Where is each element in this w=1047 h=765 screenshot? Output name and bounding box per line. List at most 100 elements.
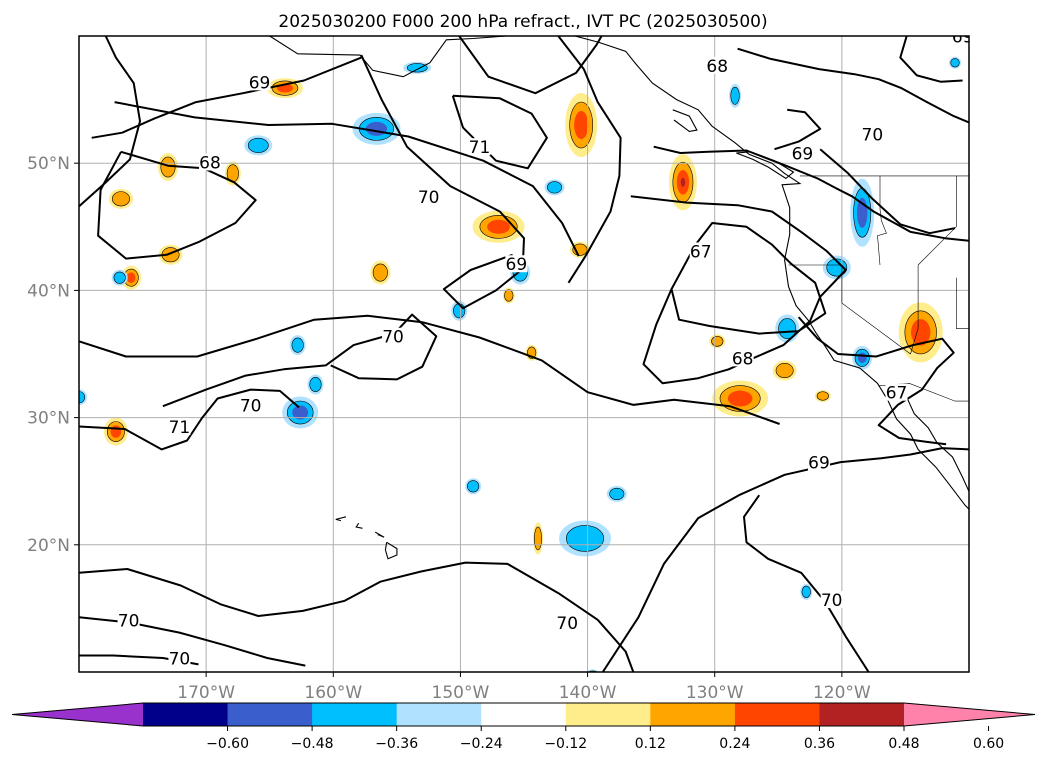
contour-label: 70 — [169, 650, 191, 670]
contour-label: 70 — [157, 676, 179, 696]
ivt-feature — [709, 334, 726, 349]
ivt-feature — [282, 396, 319, 429]
ivt-feature — [606, 485, 627, 502]
contour-label: 68 — [706, 57, 728, 77]
contour-label: 70 — [240, 396, 262, 416]
colorbar-tick-label: −0.48 — [291, 736, 334, 752]
ivt-shade-level — [110, 425, 122, 438]
contour-label-bg — [556, 613, 579, 631]
ivt-feature — [111, 269, 128, 286]
ivt-shade-level — [801, 585, 811, 598]
lon-tick-label: 160°W — [304, 683, 362, 703]
contour-label: 70 — [418, 188, 440, 208]
ivt-feature — [472, 210, 525, 243]
lat-tick-label: 30°N — [27, 409, 70, 429]
ivt-feature — [370, 260, 391, 285]
ivt-feature — [158, 153, 178, 182]
contour-label-bg — [168, 418, 191, 436]
ivt-shade-level — [79, 391, 86, 404]
ivt-feature — [822, 255, 851, 280]
ivt-feature — [729, 83, 742, 108]
lat-tick-label: 50°N — [27, 154, 70, 174]
coastline — [374, 531, 385, 538]
lon-tick-label: 120°W — [813, 683, 871, 703]
refractivity-contour — [557, 36, 622, 284]
contour-label-bg — [468, 138, 491, 156]
colorbar-tick-label: −0.36 — [375, 736, 418, 752]
ivt-shade-level — [816, 391, 829, 401]
contour-label-bg — [706, 56, 729, 74]
contour-label-bg — [168, 649, 191, 667]
contour-label-bg — [791, 144, 814, 162]
ivt-shade-level — [950, 58, 960, 68]
colorbar-tick-label: 0.36 — [804, 736, 835, 752]
ivt-feature — [244, 135, 273, 156]
contour-label: 69 — [952, 28, 974, 48]
colorbar-tick-label: −0.24 — [460, 736, 503, 752]
ivt-feature — [532, 522, 543, 555]
colorbar-extend-max — [904, 703, 1035, 726]
ivt-feature — [79, 389, 87, 406]
ivt-shade-level — [609, 487, 625, 500]
refractivity-contour — [601, 447, 969, 672]
ivt-feature — [585, 669, 600, 672]
ivt-feature — [465, 478, 482, 495]
ivt-shade-level — [534, 526, 542, 551]
ivt-feature — [544, 179, 565, 196]
contour-label: 68 — [732, 349, 754, 369]
ivt-shade-level — [247, 137, 269, 153]
lon-tick-label: 130°W — [686, 683, 744, 703]
ivt-feature — [569, 241, 590, 258]
ivt-shade-level — [680, 177, 686, 187]
colorbar-extend-min — [12, 703, 143, 726]
contour-label-bg — [157, 676, 179, 693]
ivt-feature — [898, 302, 943, 363]
ivt-shade-level — [291, 337, 304, 353]
ivt-shade-level — [126, 272, 136, 283]
refractivity-contour — [797, 316, 955, 446]
ivt-feature — [772, 360, 797, 381]
ivt-shade-level — [911, 319, 931, 346]
coastline — [574, 36, 969, 510]
coastline — [384, 541, 398, 560]
contour-label-bg — [248, 73, 271, 91]
contour-label-bg — [382, 327, 405, 345]
latitude-ticks: 50°N 40°N 30°N 20°N — [27, 154, 79, 556]
colorbar-tick-label: −0.12 — [544, 736, 587, 752]
contour-label-bg — [505, 255, 528, 273]
refractivity-contour — [737, 47, 969, 124]
ivt-shade-level — [857, 352, 867, 364]
ivt-shade-level — [566, 525, 605, 552]
colorbar-tick-label: 0.12 — [635, 736, 666, 752]
contour-label: 70 — [382, 328, 404, 348]
map-frame — [78, 35, 970, 673]
lon-tick-label: 170°W — [177, 683, 235, 703]
colorbar: −0.60 −0.48 −0.36 −0.24 −0.12 0.12 0.24 0.36 0.4… — [11, 702, 1036, 752]
contour-label-bg — [951, 36, 969, 45]
contour-label: 68 — [199, 153, 221, 173]
ivt-shade-level — [487, 219, 511, 234]
colorbar-tick-label: 0.60 — [973, 736, 1004, 752]
ivt-feature — [352, 112, 401, 145]
colorbar-outline — [11, 702, 1036, 727]
contour-label-bg — [861, 125, 884, 143]
border-line — [877, 175, 887, 266]
ivt-shading-layer — [79, 56, 962, 672]
ivt-shade-level — [365, 121, 388, 136]
ivt-shade-level — [309, 377, 322, 393]
lat-tick-label: 40°N — [27, 281, 70, 301]
refractivity-contour — [458, 36, 603, 95]
contour-label: 69 — [792, 145, 814, 165]
ivt-feature — [949, 56, 962, 69]
longitude-ticks: 170°W 160°W 150°W 140°W 130°W 120°W — [177, 672, 871, 703]
contour-label: 69 — [808, 454, 830, 474]
contour-label: 70 — [821, 591, 843, 611]
colorbar-swatch — [312, 703, 398, 726]
ivt-shade-level — [372, 263, 388, 282]
contour-label-bg — [117, 611, 140, 629]
refractivity-contour — [79, 314, 780, 425]
ivt-shade-level — [775, 363, 794, 379]
refractivity-contour — [653, 145, 969, 242]
ivt-feature — [559, 520, 612, 557]
refractivity-contour — [79, 561, 635, 672]
